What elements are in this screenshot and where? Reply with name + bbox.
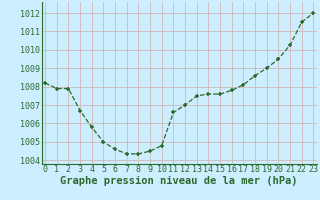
X-axis label: Graphe pression niveau de la mer (hPa): Graphe pression niveau de la mer (hPa)	[60, 176, 298, 186]
